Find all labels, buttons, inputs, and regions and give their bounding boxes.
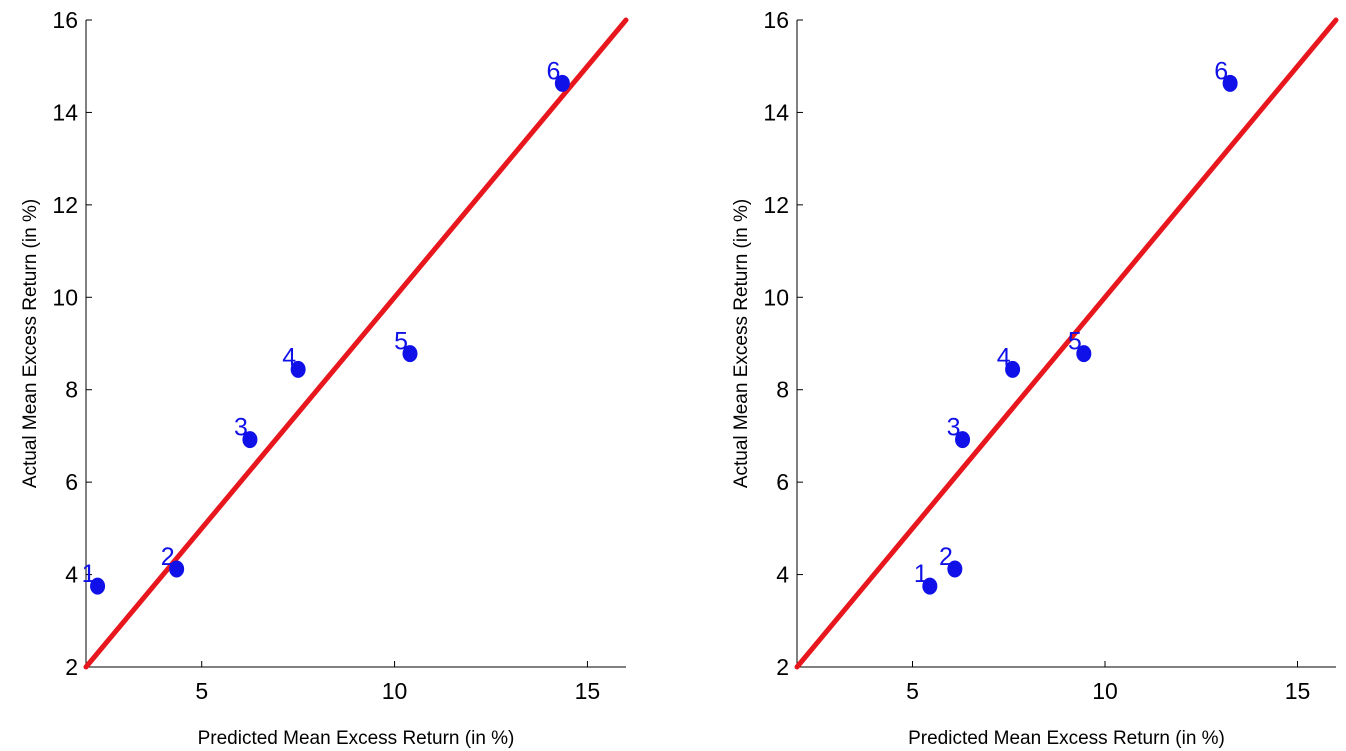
x-tick-label: 5 (906, 678, 919, 704)
data-point-label: 6 (1214, 57, 1228, 85)
y-tick-label: 12 (763, 192, 789, 218)
y-tick-label: 16 (52, 7, 78, 33)
y-tick-label: 12 (52, 192, 78, 218)
x-tick-label: 5 (195, 678, 208, 704)
data-point (90, 577, 106, 595)
data-point-label: 5 (394, 328, 408, 356)
y-tick-label: 8 (776, 377, 789, 403)
y-tick-label: 14 (763, 99, 789, 125)
reference-line (83, 17, 629, 670)
data-point (242, 431, 258, 449)
x-tick-label: 10 (1092, 678, 1118, 704)
data-point-label: 4 (282, 343, 296, 371)
y-tick-label: 14 (52, 99, 78, 125)
x-axis-title: Predicted Mean Excess Return (in %) (198, 728, 515, 749)
y-tick-label: 8 (65, 377, 78, 403)
data-point (1222, 74, 1238, 92)
data-point-label: 2 (939, 543, 953, 571)
y-tick-label: 6 (776, 469, 789, 495)
data-point (169, 560, 185, 578)
data-point (922, 577, 938, 595)
y-tick-label: 2 (65, 654, 78, 680)
data-point (290, 360, 306, 378)
data-point-label: 3 (234, 414, 248, 442)
data-point-label: 1 (914, 560, 928, 588)
y-axis-title: Actual Mean Excess Return (in %) (20, 199, 41, 488)
data-point (947, 560, 963, 578)
y-tick-label: 10 (763, 284, 789, 310)
data-point (554, 74, 570, 92)
reference-line (794, 17, 1339, 670)
data-point-label: 3 (947, 414, 961, 442)
data-point (1076, 345, 1092, 363)
x-tick-label: 15 (575, 678, 601, 704)
data-point-label: 5 (1068, 328, 1082, 356)
data-point-label: 6 (546, 57, 560, 85)
data-point (1005, 360, 1021, 378)
y-tick-label: 10 (52, 284, 78, 310)
x-axis-title: Predicted Mean Excess Return (in %) (908, 728, 1225, 749)
y-tick-label: 4 (776, 562, 789, 588)
y-tick-label: 6 (65, 469, 78, 495)
y-tick-label: 4 (65, 562, 78, 588)
y-tick-label: 2 (776, 654, 789, 680)
data-point-label: 4 (997, 343, 1011, 371)
data-point-label: 2 (161, 543, 175, 571)
y-tick-label: 16 (763, 7, 789, 33)
data-point-label: 1 (82, 560, 96, 588)
y-axis-title: Actual Mean Excess Return (in %) (731, 199, 752, 488)
x-tick-label: 15 (1285, 678, 1311, 704)
data-point (955, 431, 971, 449)
data-point (402, 345, 418, 363)
x-tick-label: 10 (382, 678, 408, 704)
